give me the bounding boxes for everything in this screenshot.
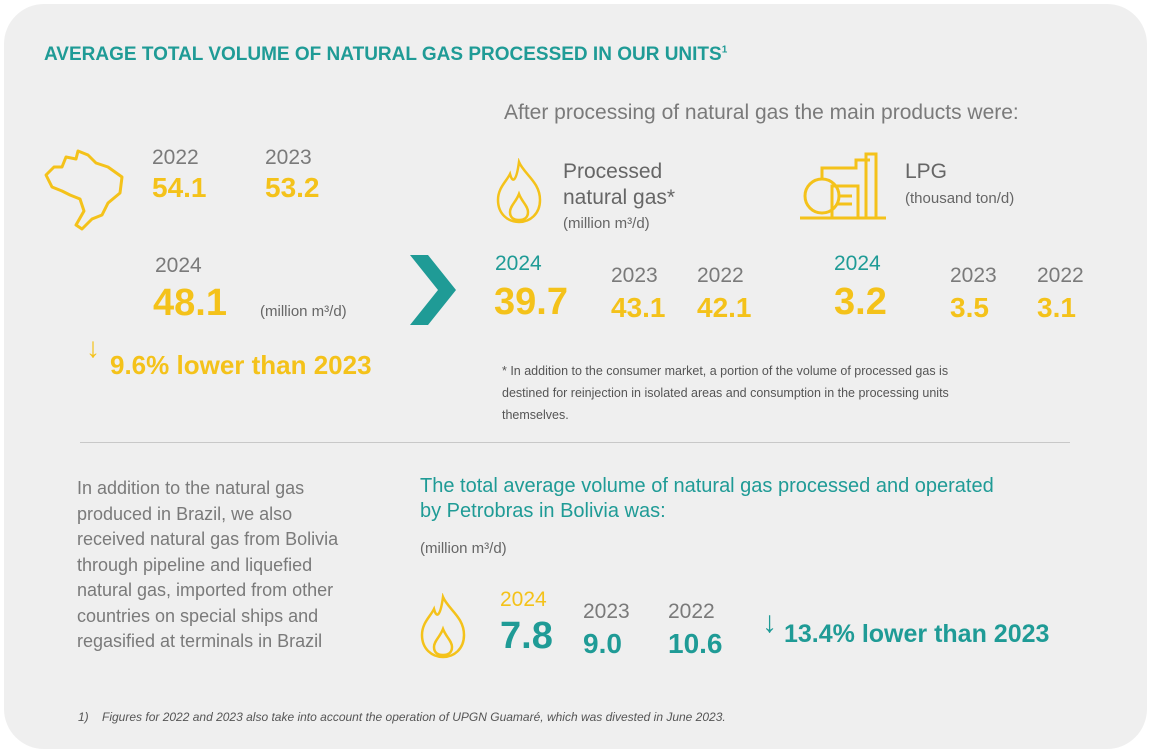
unit-label: (million m³/d)	[260, 303, 347, 320]
page-title: AVERAGE TOTAL VOLUME OF NATURAL GAS PROC…	[44, 44, 728, 65]
down-arrow-icon: ↓	[86, 332, 100, 363]
bolivia-value-2024: 7.8	[500, 615, 553, 657]
year-label: 2023	[950, 264, 997, 287]
change-label: 13.4% lower than 2023	[784, 620, 1050, 648]
footnote: 1) Figures for 2022 and 2023 also take i…	[78, 710, 726, 724]
year-label: 2022	[668, 600, 715, 623]
brazil-map-icon	[44, 149, 124, 231]
value-2024: 48.1	[153, 282, 227, 324]
lpg-label: LPG	[905, 160, 948, 183]
year-label: 2023	[583, 600, 630, 623]
bolivia-value-2023: 9.0	[583, 628, 622, 659]
chevron-right-icon	[410, 255, 456, 325]
year-label: 2024	[155, 254, 202, 277]
bolivia-value-2022: 10.6	[668, 628, 723, 659]
value-2023: 53.2	[265, 172, 320, 203]
year-label: 2023	[611, 264, 658, 287]
gas-label: natural gas*	[563, 186, 676, 209]
year-label: 2024	[495, 252, 542, 275]
divider	[80, 442, 1070, 443]
gas-value-2024: 39.7	[494, 281, 568, 323]
lpg-value-2024: 3.2	[834, 281, 887, 323]
refinery-icon	[800, 152, 886, 220]
lpg-value-2022: 3.1	[1037, 292, 1076, 323]
unit-label: (million m³/d)	[420, 540, 507, 557]
year-label: 2022	[152, 146, 199, 169]
year-label: 2024	[500, 588, 547, 611]
unit-label: (thousand ton/d)	[905, 190, 1015, 207]
unit-label: (million m³/d)	[563, 215, 650, 232]
gas-value-2022: 42.1	[697, 292, 752, 323]
lpg-value-2023: 3.5	[950, 292, 989, 323]
products-intro: After processing of natural gas the main…	[504, 101, 1019, 124]
gas-label: Processed	[563, 160, 663, 183]
flame-icon	[420, 593, 466, 659]
down-arrow-icon: ↓	[762, 606, 777, 639]
value-2022: 54.1	[152, 172, 207, 203]
gas-value-2023: 43.1	[611, 292, 666, 323]
change-label: 9.6% lower than 2023	[110, 350, 372, 380]
year-label: 2022	[1037, 264, 1084, 287]
import-text: In addition to the natural gas produced i…	[77, 478, 339, 651]
infographic-card	[4, 4, 1147, 749]
year-label: 2022	[697, 264, 744, 287]
year-label: 2023	[265, 146, 312, 169]
flame-icon	[496, 158, 542, 224]
year-label: 2024	[834, 252, 881, 275]
star-footnote: * In addition to the consumer market, a …	[502, 364, 949, 422]
bolivia-heading: The total average volume of natural gas …	[420, 475, 994, 522]
